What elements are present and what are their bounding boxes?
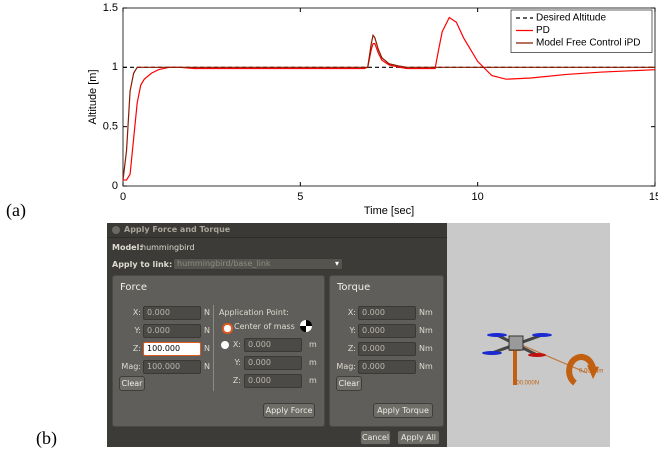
cancel-button[interactable]: Cancel [360, 430, 391, 445]
number-input[interactable]: 0.000 [143, 324, 201, 338]
unit-label: m [309, 339, 317, 351]
torque-title: Torque [337, 282, 370, 294]
panel-label: (b) [36, 428, 57, 449]
dialog-title: Apply Force and Torque [124, 224, 230, 236]
number-input[interactable]: 100.000 [143, 342, 201, 356]
y-axis-label: Altitude [m] [87, 69, 99, 124]
torque-label: 0.000Nm [579, 369, 603, 375]
x-tick-label: 0 [120, 191, 126, 203]
apply-all-button[interactable]: Apply All [397, 430, 440, 445]
x-axis-label: Time [sec] [364, 205, 414, 217]
field-label: X: [211, 339, 241, 351]
link-value: hummingbird/base_link [177, 259, 271, 268]
x-tick-label: 15 [649, 191, 658, 203]
unit-label: Nm [419, 361, 433, 373]
unit-label: N [204, 307, 210, 319]
rotor [482, 351, 502, 355]
field-label: Z: [326, 343, 356, 355]
field-label: Mag: [111, 361, 141, 373]
number-input[interactable]: 0.000 [358, 360, 416, 374]
number-input[interactable]: 0.000 [244, 338, 302, 352]
viewport: 100.000N 0.000Nm [447, 223, 610, 447]
apply-torque-button[interactable]: Apply Torque [373, 403, 433, 418]
legend-label: PD [536, 25, 550, 36]
unit-label: Nm [419, 307, 433, 319]
y-tick-label: 0 [112, 180, 118, 192]
model-label: Model: [112, 242, 143, 254]
y-tick-label: 0.5 [103, 121, 118, 133]
unit-label: N [204, 343, 210, 355]
close-button[interactable] [112, 226, 120, 234]
number-input[interactable]: 0.000 [244, 374, 302, 388]
clear-button[interactable]: Clear [336, 376, 362, 391]
center-of-mass-label: Center of mass [234, 321, 295, 333]
rotor [528, 353, 546, 357]
force-label: 100.000N [513, 381, 539, 387]
clear-button[interactable]: Clear [119, 376, 145, 391]
x-tick-label: 5 [297, 191, 303, 203]
figure: 0 0.5 1 1.5 0 5 10 15 Time [sec] Altitude [m] Desi… [0, 0, 658, 455]
field-label: Y: [326, 325, 356, 337]
link-dropdown[interactable]: hummingbird/base_link ▾ [173, 258, 343, 270]
field-label: Y: [211, 357, 241, 369]
legend-label: Desired Altitude [536, 13, 606, 24]
unit-label: m [309, 375, 317, 387]
force-title: Force [120, 282, 147, 294]
unit-label: Nm [419, 325, 433, 337]
com-icon [300, 320, 312, 332]
field-label: Z: [111, 343, 141, 355]
number-input[interactable]: 0.000 [358, 324, 416, 338]
dialog: Apply Force and Torque Model: hummingbir… [107, 223, 447, 447]
unit-label: N [204, 325, 210, 337]
field-label: Z: [211, 375, 241, 387]
unit-label: Nm [419, 343, 433, 355]
unit-label: N [204, 361, 210, 373]
panel-label: (a) [6, 200, 26, 221]
unit-label: m [309, 357, 317, 369]
application-point-label: Application Point: [219, 307, 289, 319]
x-tick-label: 10 [472, 191, 484, 203]
field-label: X: [326, 307, 356, 319]
number-input[interactable]: 0.000 [358, 342, 416, 356]
link-label: Apply to link: [112, 259, 172, 271]
drone-body [509, 336, 523, 350]
y-tick-label: 1 [112, 61, 118, 73]
model-name: hummingbird [141, 242, 195, 254]
y-tick-label: 1.5 [103, 2, 118, 14]
field-label: Y: [111, 325, 141, 337]
rotor [532, 333, 552, 337]
number-input[interactable]: 0.000 [143, 306, 201, 320]
field-label: X: [111, 307, 141, 319]
radio-selected[interactable] [222, 323, 233, 334]
number-input[interactable]: 100.000 [143, 360, 201, 374]
field-label: Mag: [326, 361, 356, 373]
scene: 100.000N 0.000Nm [447, 223, 610, 447]
number-input[interactable]: 0.000 [244, 356, 302, 370]
number-input[interactable]: 0.000 [358, 306, 416, 320]
legend-label: Model Free Control iPD [536, 38, 640, 49]
dropdown-arrow: ▾ [335, 259, 339, 269]
rotor [487, 333, 507, 337]
apply-force-button[interactable]: Apply Force [263, 403, 315, 418]
chart: 0 0.5 1 1.5 0 5 10 15 Time [sec] Altitude [m] Desi… [0, 0, 658, 218]
